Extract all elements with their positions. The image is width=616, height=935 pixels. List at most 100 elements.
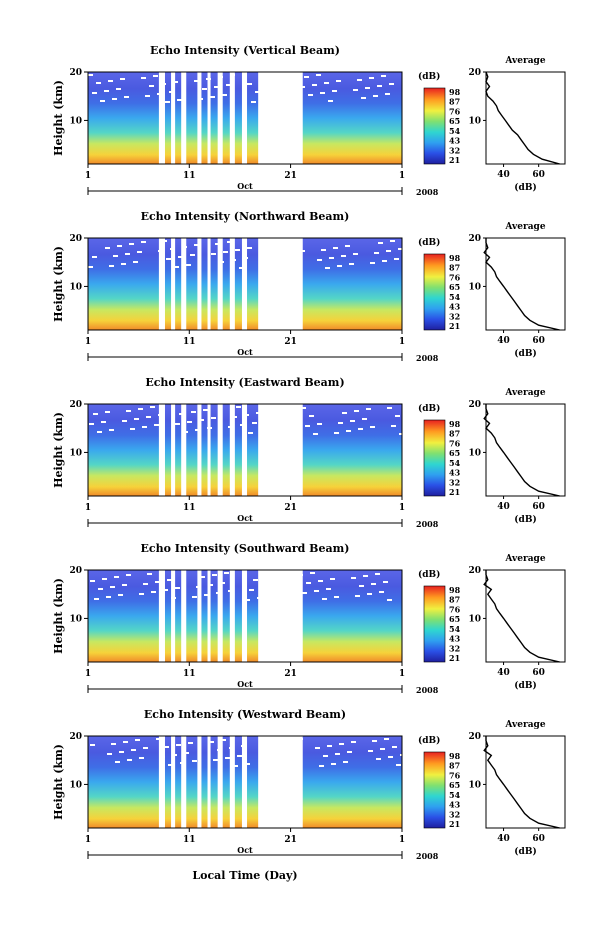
data-gap-speckle	[212, 574, 217, 576]
data-gap-speckle	[304, 76, 309, 78]
y-tick-label: 20	[69, 566, 82, 576]
data-gap-speckle	[163, 589, 168, 591]
data-gap-speckle	[331, 763, 336, 765]
data-gap-speckle	[383, 581, 388, 583]
data-gap-speckle	[96, 82, 101, 84]
average-y-tick-label: 10	[468, 282, 481, 292]
colorbar-label: 32	[449, 809, 460, 819]
data-gap-speckle	[351, 577, 356, 579]
x-tick-label: 1	[85, 337, 91, 347]
data-gap-speckle	[327, 745, 332, 747]
data-gap-speckle	[202, 88, 207, 90]
data-gap-speckle	[191, 411, 196, 413]
data-gap-speckle	[365, 87, 370, 89]
data-gap-speckle	[363, 575, 368, 577]
average-x-tick-label: 60	[532, 502, 545, 512]
data-gap-speckle	[355, 595, 360, 597]
data-gap-speckle	[110, 586, 115, 588]
data-gap	[258, 238, 303, 330]
data-gap-speckle	[173, 81, 178, 83]
colorbar-label: 32	[449, 145, 460, 155]
data-gap-speckle	[233, 765, 238, 767]
x-tick-label: 21	[284, 669, 297, 679]
average-profile-line	[485, 71, 560, 165]
colorbar-label: 21	[449, 155, 460, 165]
data-gap-speckle	[253, 579, 258, 581]
data-gap	[158, 404, 165, 496]
data-gap-speckle	[334, 432, 339, 434]
data-gap-speckle	[147, 573, 152, 575]
y-tick-label: 10	[69, 780, 82, 790]
y-tick-label: 10	[69, 448, 82, 458]
average-frame	[485, 237, 566, 331]
data-gap-speckle	[129, 243, 134, 245]
colorbar-label: 98	[449, 253, 461, 263]
average-x-axis-label: (dB)	[514, 182, 536, 193]
chart-panel-5: Echo Intensity (Westward Beam) 20 10 Height…	[52, 708, 566, 861]
average-y-tick-label: 20	[468, 400, 481, 410]
data-gap	[241, 72, 248, 164]
data-gap-speckle	[175, 587, 180, 589]
data-gap-speckle	[368, 750, 373, 752]
data-gap-speckle	[153, 75, 158, 77]
data-gap-speckle	[316, 74, 321, 76]
data-gap-speckle	[138, 408, 143, 410]
average-frame	[485, 735, 566, 829]
data-gap-speckle	[200, 576, 205, 578]
y-axis-label: Height (km)	[52, 578, 65, 654]
data-gap-speckle	[120, 78, 125, 80]
y-tick-label: 20	[69, 732, 82, 742]
data-gap-speckle	[118, 594, 123, 596]
data-gap	[171, 570, 176, 662]
data-gap-speckle	[90, 744, 95, 746]
data-gap-speckle	[370, 426, 375, 428]
data-gap	[229, 570, 235, 662]
heatmap-frame	[87, 71, 403, 165]
x-tick-label: 1	[85, 503, 91, 513]
colorbar-label: 54	[449, 458, 461, 468]
data-gap-speckle	[333, 247, 338, 249]
data-gap-speckle	[371, 583, 376, 585]
data-gap-speckle	[89, 423, 94, 425]
data-gap	[207, 238, 211, 330]
data-gap-speckle	[302, 592, 307, 594]
average-frame	[485, 569, 566, 663]
data-gap-speckle	[187, 421, 192, 423]
data-gap-speckle	[335, 753, 340, 755]
data-gap-speckle	[235, 249, 240, 251]
data-gap-speckle	[176, 744, 181, 746]
colorbar-unit: (dB)	[418, 403, 440, 414]
data-gap-speckle	[155, 581, 160, 583]
data-gap-speckle	[104, 90, 109, 92]
data-gap-speckle	[345, 245, 350, 247]
data-gap-speckle	[366, 408, 371, 410]
data-gap-speckle	[211, 253, 216, 255]
data-gap-speckle	[199, 419, 204, 421]
data-gap-speckle	[225, 757, 230, 759]
data-gap-speckle	[314, 590, 319, 592]
data-gap-speckle	[122, 584, 127, 586]
x-tick-label: 1	[399, 503, 405, 513]
data-gap	[207, 404, 211, 496]
data-gap-speckle	[204, 594, 209, 596]
x-tick-label: 11	[183, 337, 196, 347]
data-gap-speckle	[141, 77, 146, 79]
data-gap-speckle	[133, 261, 138, 263]
average-x-tick-label: 60	[532, 668, 545, 678]
data-gap-speckle	[341, 255, 346, 257]
data-gap-speckle	[398, 248, 403, 250]
average-x-tick-label: 40	[497, 170, 510, 180]
y-axis-label: Height (km)	[52, 80, 65, 156]
data-gap-speckle	[325, 267, 330, 269]
year-label: 2008	[416, 353, 439, 363]
data-gap	[207, 72, 211, 164]
data-gap-speckle	[141, 241, 146, 243]
data-gap-speckle	[323, 755, 328, 757]
data-gap-speckle	[109, 265, 114, 267]
data-gap-speckle	[213, 759, 218, 761]
data-gap-speckle	[381, 75, 386, 77]
data-gap-speckle	[353, 253, 358, 255]
chart-panel-1: Echo Intensity (Vertical Beam) 20 10 Height…	[52, 44, 566, 197]
data-gap	[197, 736, 202, 828]
